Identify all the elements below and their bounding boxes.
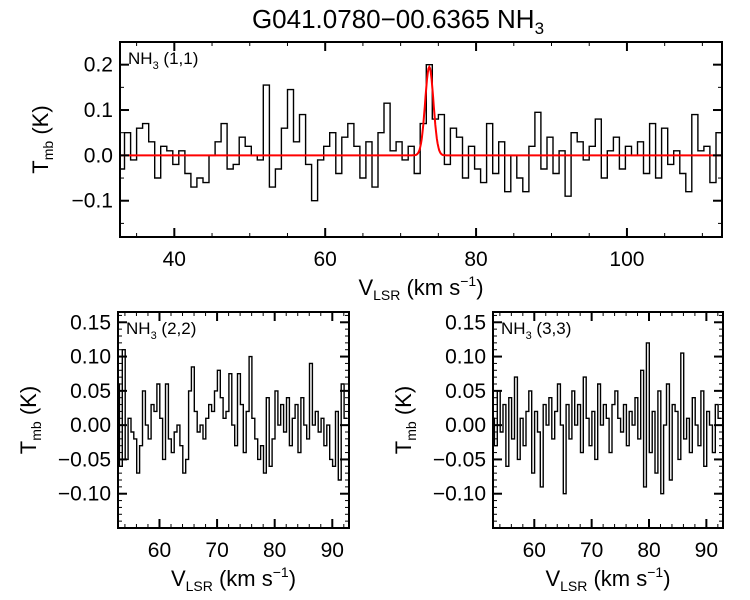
y-tick-label: 0.10 xyxy=(445,346,486,369)
y-tick-label: −0.1 xyxy=(72,190,113,213)
y-axis-label: Tmb (K) xyxy=(28,105,56,173)
x-axis-label: VLSR (km s−1) xyxy=(545,564,670,594)
y-tick-label: 0.0 xyxy=(84,144,113,167)
panel-label-rest: (3,3) xyxy=(532,319,572,338)
panel-label: NH3 (2,2) xyxy=(126,319,196,342)
x-tick-label: 90 xyxy=(695,539,718,562)
x-label-main: V xyxy=(171,566,186,591)
panel-label: NH3 (3,3) xyxy=(501,319,571,342)
x-label-end: ) xyxy=(476,275,483,300)
gaussian-fit-line xyxy=(120,64,722,157)
y-label-rest: (K) xyxy=(28,105,53,140)
y-tick-label: 0.1 xyxy=(84,99,113,122)
panel-label-rest: (1,1) xyxy=(159,49,199,68)
x-label-end: ) xyxy=(289,566,296,591)
x-tick-label: 40 xyxy=(163,248,186,271)
y-label-sub: mb xyxy=(28,421,44,441)
x-label-end: ) xyxy=(663,566,670,591)
x-label-main: V xyxy=(545,566,560,591)
y-tick-label: 0.10 xyxy=(70,346,111,369)
plot-frame xyxy=(119,41,723,238)
title-sub: 3 xyxy=(535,19,544,38)
x-tick-label: 60 xyxy=(523,539,546,562)
x-tick-label: 80 xyxy=(637,539,660,562)
panel-1: 40 60 80 100 −0.1 0.0 0.1 0.2 NH3 (1,1) VLSR (km … xyxy=(28,41,723,303)
y-tick-label: 0.15 xyxy=(70,311,111,334)
panel-2: 60 70 80 90 −0.10 −0.05 0.00 0.05 0.10 0.15 NH3 (2… xyxy=(16,311,350,594)
spectrum-line xyxy=(118,349,347,481)
y-tick-label: 0.05 xyxy=(445,380,486,403)
title-main: G041.0780−00.6365 NH xyxy=(252,4,535,34)
y-tick-label: −0.10 xyxy=(433,483,486,506)
x-tick-label: 100 xyxy=(609,248,644,271)
y-tick-label: 0.05 xyxy=(70,380,111,403)
x-axis-label: VLSR (km s−1) xyxy=(171,564,296,594)
y-axis-label: Tmb (K) xyxy=(16,386,44,454)
y-axis-label: Tmb (K) xyxy=(391,386,419,454)
y-label-main: T xyxy=(16,441,41,454)
y-label-main: T xyxy=(28,160,53,173)
spectrum-line xyxy=(493,342,721,495)
x-label-sup: −1 xyxy=(460,273,476,289)
y-tick-label: −0.05 xyxy=(433,448,486,471)
panel-label-main: NH xyxy=(128,49,153,68)
x-tick-label: 90 xyxy=(321,539,344,562)
figure-title: G041.0780−00.6365 NH3 xyxy=(252,4,544,38)
y-tick-label: −0.05 xyxy=(58,448,111,471)
panel-label-sub: 3 xyxy=(526,330,532,342)
x-tick-label: 60 xyxy=(148,539,171,562)
y-label-main: T xyxy=(391,441,416,454)
x-tick-label: 60 xyxy=(314,248,337,271)
panel-label-sub: 3 xyxy=(153,60,159,72)
x-label-sub: LSR xyxy=(186,578,213,594)
x-label-rest: (km s xyxy=(213,566,273,591)
spectrum-line xyxy=(120,64,722,202)
panel-3: 60 70 80 90 −0.10 −0.05 0.00 0.05 0.10 0.15 NH3 (3… xyxy=(391,311,724,594)
x-axis-label: VLSR (km s−1) xyxy=(358,273,483,303)
panel-label-sub: 3 xyxy=(151,330,157,342)
x-tick-label: 70 xyxy=(205,539,228,562)
y-label-sub: mb xyxy=(403,421,419,441)
y-tick-label: 0.00 xyxy=(70,414,111,437)
panel-label: NH3 (1,1) xyxy=(128,49,198,72)
y-tick-label: −0.10 xyxy=(58,483,111,506)
y-label-sub: mb xyxy=(40,141,56,161)
plot-frame xyxy=(117,311,350,529)
panel-label-main: NH xyxy=(126,319,151,338)
x-label-main: V xyxy=(358,275,373,300)
panel-label-main: NH xyxy=(501,319,526,338)
plot-frame xyxy=(492,311,724,529)
y-label-rest: (K) xyxy=(16,386,41,421)
x-label-sub: LSR xyxy=(560,578,587,594)
panel-label-rest: (2,2) xyxy=(157,319,197,338)
y-tick-label: 0.00 xyxy=(445,414,486,437)
y-tick-label: 0.2 xyxy=(84,54,113,77)
x-label-sup: −1 xyxy=(647,564,663,580)
x-label-rest: (km s xyxy=(587,566,647,591)
x-label-rest: (km s xyxy=(400,275,460,300)
y-tick-label: 0.15 xyxy=(445,311,486,334)
y-label-rest: (K) xyxy=(391,386,416,421)
x-tick-label: 70 xyxy=(580,539,603,562)
x-tick-label: 80 xyxy=(263,539,286,562)
x-label-sup: −1 xyxy=(273,564,289,580)
x-tick-label: 80 xyxy=(464,248,487,271)
x-label-sub: LSR xyxy=(373,287,400,303)
